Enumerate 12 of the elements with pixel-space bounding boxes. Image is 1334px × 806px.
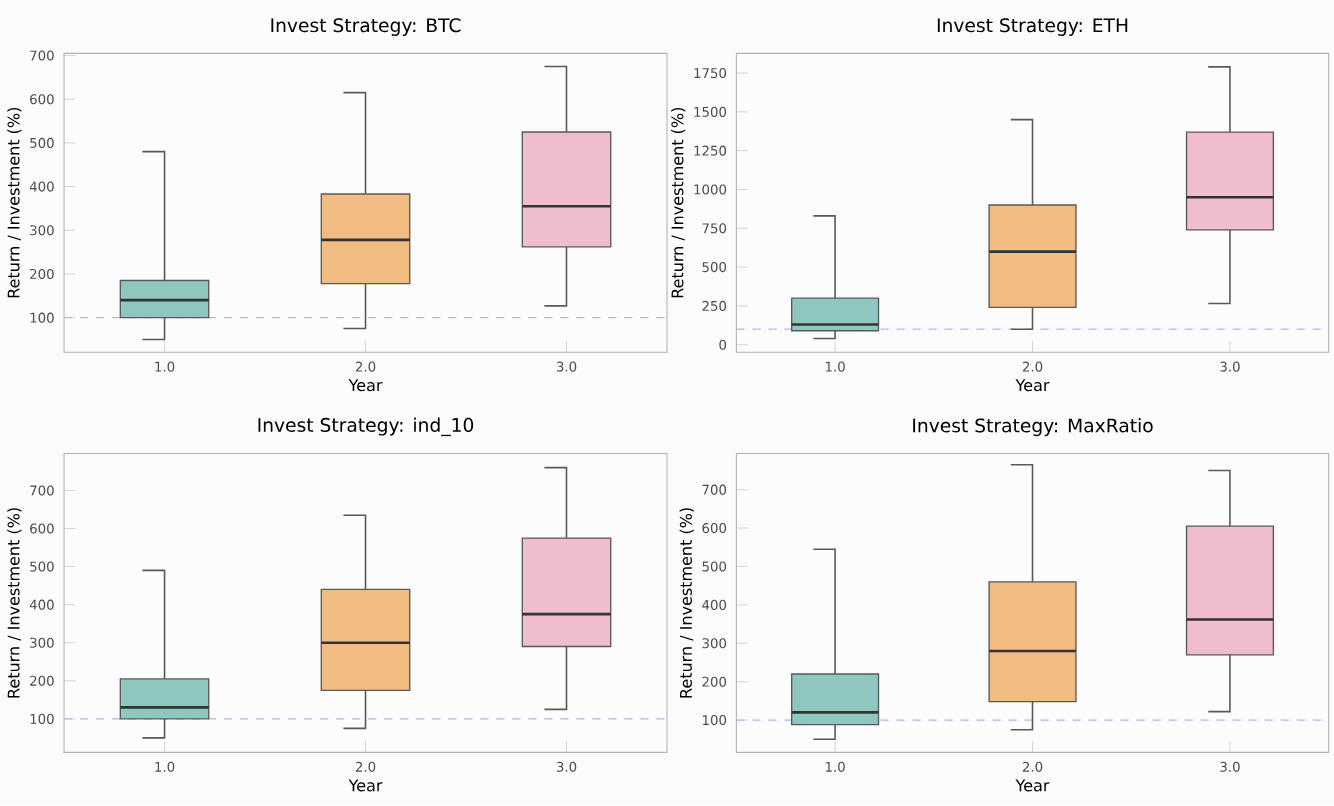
x-axis-title: Year bbox=[348, 379, 383, 392]
chart-title: Invest Strategy: ind_10 bbox=[258, 417, 474, 437]
chart-title: Invest Strategy: ETH bbox=[937, 18, 1128, 37]
x-axis-title: Year bbox=[348, 779, 383, 792]
y-axis-title: Return / Investment (%) bbox=[671, 108, 686, 298]
y-axis-title: Return / Investment (%) bbox=[7, 508, 22, 698]
x-axis-title: Year bbox=[1015, 779, 1050, 792]
chart-title: Invest Strategy: MaxRatio bbox=[913, 418, 1153, 437]
chart-title: Invest Strategy: BTC bbox=[271, 18, 461, 37]
x-axis-title: Year bbox=[1015, 379, 1050, 392]
y-axis-title: Return / Investment (%) bbox=[7, 108, 22, 298]
y-axis-title: Return / Investment (%) bbox=[679, 508, 694, 698]
